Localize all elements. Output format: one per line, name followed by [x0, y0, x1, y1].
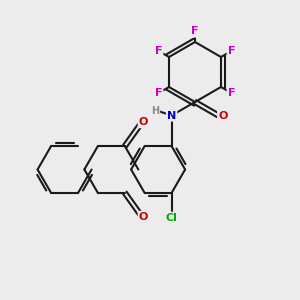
Text: O: O: [139, 117, 148, 127]
Text: F: F: [191, 26, 199, 37]
Text: N: N: [167, 110, 176, 121]
Text: F: F: [228, 88, 235, 98]
Text: F: F: [155, 46, 162, 56]
Text: F: F: [228, 46, 235, 56]
Text: O: O: [139, 212, 148, 222]
Text: H: H: [151, 106, 159, 116]
Text: Cl: Cl: [166, 213, 178, 223]
Text: O: O: [218, 110, 228, 121]
Text: F: F: [155, 88, 162, 98]
